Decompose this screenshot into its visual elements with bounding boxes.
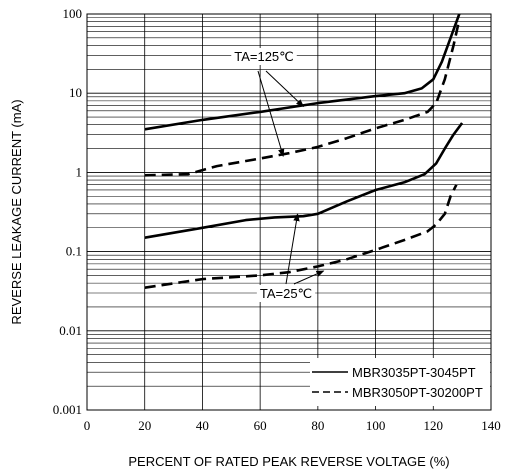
x-tick-label: 80 xyxy=(311,418,324,433)
y-tick-label: 100 xyxy=(63,6,83,21)
plot-frame xyxy=(86,13,492,411)
legend-label: MBR3035PT-3045PT xyxy=(352,365,476,380)
series-lines xyxy=(144,13,464,289)
x-axis-label: PERCENT OF RATED PEAK REVERSE VOLTAGE (%… xyxy=(128,454,449,469)
y-tick-label: 10 xyxy=(69,85,82,100)
annotation-label-background xyxy=(231,48,297,65)
legend-label: MBR3050PT-30200PT xyxy=(352,385,483,400)
series-line-dashed xyxy=(144,184,458,289)
annotation-label: TA=25℃ xyxy=(260,286,312,301)
annotation-arrow xyxy=(285,213,300,285)
annotations: TA=125℃ TA=25℃ xyxy=(231,48,325,302)
annotation-arrow xyxy=(293,270,325,285)
y-tick-label: 0.1 xyxy=(66,244,82,259)
grid xyxy=(86,14,492,411)
y-tick-label: 0.001 xyxy=(53,402,82,417)
series-line-solid xyxy=(144,122,464,239)
series-line-dashed xyxy=(144,19,461,177)
legend: MBR3035PT-3045PT MBR3050PT-30200PT xyxy=(310,358,490,406)
series-line-solid xyxy=(144,13,461,131)
y-tick-label: 0.01 xyxy=(59,323,82,338)
x-tick-label: 140 xyxy=(481,418,501,433)
annotation-label: TA=125℃ xyxy=(234,49,294,64)
y-tick-label: 1 xyxy=(76,164,83,179)
x-tick-label: 60 xyxy=(254,418,267,433)
x-tick-label: 120 xyxy=(424,418,444,433)
annotation-arrow xyxy=(257,70,285,158)
legend-box xyxy=(310,358,490,406)
y-axis-label: REVERSE LEAKAGE CURRENT (mA) xyxy=(9,99,24,324)
x-tick-label: 0 xyxy=(84,418,91,433)
annotation-label-background xyxy=(256,285,316,302)
tick-labels: 0 20 40 60 80 100 120 140 100 10 1 0.1 0.01 0.001 xyxy=(53,6,501,433)
x-tick-label: 100 xyxy=(366,418,386,433)
x-tick-label: 20 xyxy=(138,418,151,433)
x-tick-label: 40 xyxy=(196,418,209,433)
annotation-arrow xyxy=(265,70,305,108)
